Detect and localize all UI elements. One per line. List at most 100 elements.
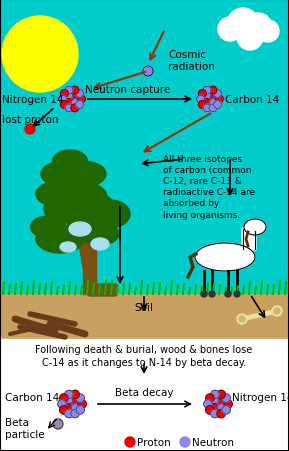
Circle shape <box>237 314 247 324</box>
Circle shape <box>274 308 280 314</box>
Text: Cosmic
radiation: Cosmic radiation <box>168 50 215 71</box>
Circle shape <box>227 9 259 41</box>
Text: Beta decay: Beta decay <box>115 387 173 397</box>
Ellipse shape <box>195 244 255 272</box>
Ellipse shape <box>60 243 76 253</box>
Circle shape <box>244 14 272 42</box>
Circle shape <box>25 125 35 135</box>
Circle shape <box>65 391 73 399</box>
Circle shape <box>209 291 215 297</box>
Circle shape <box>199 101 206 109</box>
Circle shape <box>76 406 84 414</box>
Circle shape <box>222 406 230 414</box>
Ellipse shape <box>69 222 91 236</box>
Circle shape <box>210 396 218 405</box>
Circle shape <box>76 101 84 109</box>
Ellipse shape <box>41 163 79 187</box>
Circle shape <box>143 67 153 77</box>
Bar <box>0 339 289 451</box>
Bar <box>83 230 96 295</box>
Circle shape <box>64 396 73 405</box>
Circle shape <box>239 316 245 322</box>
Circle shape <box>214 90 221 98</box>
Circle shape <box>209 87 217 95</box>
Ellipse shape <box>53 151 88 173</box>
Ellipse shape <box>81 224 119 245</box>
Circle shape <box>2 17 78 93</box>
Circle shape <box>60 90 68 98</box>
Ellipse shape <box>77 193 112 216</box>
Text: lost proton: lost proton <box>2 115 58 125</box>
Ellipse shape <box>36 226 84 253</box>
Ellipse shape <box>36 183 74 207</box>
Circle shape <box>218 396 226 405</box>
Circle shape <box>203 99 210 107</box>
Circle shape <box>257 21 279 43</box>
Circle shape <box>206 406 214 414</box>
Ellipse shape <box>91 239 109 250</box>
Text: Nitrogen 14: Nitrogen 14 <box>2 95 64 105</box>
Circle shape <box>77 96 85 104</box>
Circle shape <box>210 99 217 107</box>
Circle shape <box>58 400 66 408</box>
Circle shape <box>218 18 242 42</box>
Circle shape <box>60 394 68 402</box>
Circle shape <box>222 394 230 402</box>
Circle shape <box>203 92 210 100</box>
Circle shape <box>209 105 217 113</box>
Text: Soil: Soil <box>134 302 153 312</box>
Circle shape <box>204 400 212 408</box>
Circle shape <box>71 87 79 95</box>
Circle shape <box>210 404 218 412</box>
Ellipse shape <box>68 208 112 240</box>
Circle shape <box>125 437 135 447</box>
Bar <box>0 295 289 339</box>
Circle shape <box>237 25 263 51</box>
Circle shape <box>76 90 84 98</box>
Circle shape <box>224 400 232 408</box>
Circle shape <box>59 96 66 104</box>
Circle shape <box>217 410 225 418</box>
Text: Neutron: Neutron <box>192 437 234 447</box>
Text: Carbon 14: Carbon 14 <box>225 95 279 105</box>
Ellipse shape <box>44 196 86 224</box>
Circle shape <box>53 419 63 429</box>
Circle shape <box>72 92 79 100</box>
Ellipse shape <box>64 162 106 187</box>
Circle shape <box>65 105 73 113</box>
Circle shape <box>216 96 223 104</box>
Circle shape <box>65 87 73 95</box>
Circle shape <box>214 101 221 109</box>
Circle shape <box>76 394 84 402</box>
Circle shape <box>197 96 205 104</box>
Ellipse shape <box>244 220 266 235</box>
FancyBboxPatch shape <box>88 285 117 296</box>
Circle shape <box>65 99 73 107</box>
Circle shape <box>272 306 282 316</box>
Circle shape <box>180 437 190 447</box>
Circle shape <box>203 105 211 113</box>
Circle shape <box>201 291 207 297</box>
Circle shape <box>78 400 86 408</box>
Text: Beta
particle: Beta particle <box>5 417 45 439</box>
Circle shape <box>206 394 214 402</box>
Circle shape <box>210 92 217 100</box>
Circle shape <box>199 90 206 98</box>
Text: Proton: Proton <box>137 437 171 447</box>
Ellipse shape <box>31 216 66 239</box>
Circle shape <box>60 101 68 109</box>
Circle shape <box>211 410 219 418</box>
Text: Neutron capture: Neutron capture <box>85 85 171 95</box>
Ellipse shape <box>90 201 130 229</box>
Circle shape <box>234 291 240 297</box>
Circle shape <box>72 99 79 107</box>
Bar <box>0 0 289 309</box>
Text: All three isotopes
of carbon (common
C-12, rare C-13 &
radioactive C-14 are
abso: All three isotopes of carbon (common C-1… <box>163 155 255 219</box>
Circle shape <box>71 410 79 418</box>
Circle shape <box>65 410 73 418</box>
Circle shape <box>71 391 79 399</box>
Ellipse shape <box>54 172 96 198</box>
Text: Nitrogen 14: Nitrogen 14 <box>232 392 289 402</box>
Circle shape <box>211 391 219 399</box>
Text: Following death & burial, wood & bones lose
C-14 as it changes to N-14 by beta d: Following death & burial, wood & bones l… <box>35 344 253 368</box>
